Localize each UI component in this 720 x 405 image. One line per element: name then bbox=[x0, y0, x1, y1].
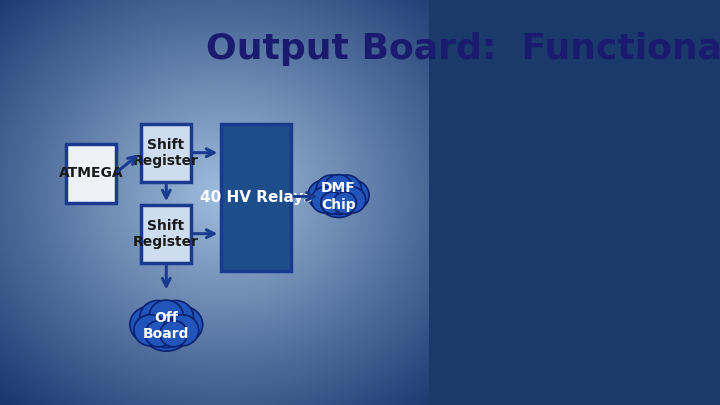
Circle shape bbox=[151, 318, 181, 347]
Circle shape bbox=[140, 301, 193, 351]
Circle shape bbox=[316, 175, 346, 204]
Circle shape bbox=[149, 300, 184, 333]
Circle shape bbox=[164, 307, 202, 343]
Text: Shift
Register: Shift Register bbox=[133, 138, 199, 168]
Circle shape bbox=[316, 175, 361, 217]
FancyBboxPatch shape bbox=[66, 144, 116, 202]
Circle shape bbox=[325, 190, 351, 215]
Circle shape bbox=[337, 180, 369, 211]
Text: ATMEGA: ATMEGA bbox=[59, 166, 123, 180]
Circle shape bbox=[338, 187, 366, 213]
Circle shape bbox=[130, 307, 168, 343]
Circle shape bbox=[166, 315, 199, 346]
Text: DMF
Chip: DMF Chip bbox=[321, 181, 356, 211]
Circle shape bbox=[145, 321, 173, 347]
Circle shape bbox=[311, 187, 339, 213]
Circle shape bbox=[160, 321, 187, 347]
FancyBboxPatch shape bbox=[141, 205, 191, 263]
FancyBboxPatch shape bbox=[221, 124, 292, 271]
Text: Output Board:  Functionality: Output Board: Functionality bbox=[206, 32, 720, 66]
Circle shape bbox=[308, 180, 340, 211]
Circle shape bbox=[324, 175, 353, 202]
Text: 40 HV Relays: 40 HV Relays bbox=[200, 190, 312, 205]
FancyBboxPatch shape bbox=[141, 124, 191, 182]
Circle shape bbox=[158, 301, 194, 335]
Text: Off
Board: Off Board bbox=[143, 311, 189, 341]
Circle shape bbox=[331, 175, 361, 204]
Circle shape bbox=[320, 192, 344, 214]
Circle shape bbox=[134, 315, 167, 346]
Text: Shift
Register: Shift Register bbox=[133, 219, 199, 249]
Circle shape bbox=[333, 192, 356, 214]
Circle shape bbox=[140, 301, 176, 335]
